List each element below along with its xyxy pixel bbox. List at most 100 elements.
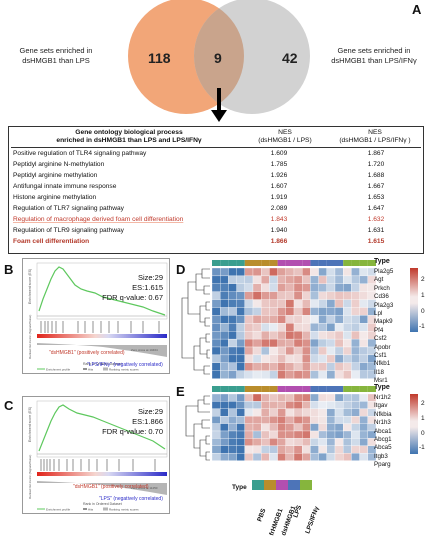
heatmap-cell (252, 315, 262, 324)
heatmap-cell (252, 453, 262, 461)
heatmap-cell (211, 370, 221, 379)
heatmap-cell (302, 416, 311, 424)
gsea-c-zero-cross: Zero cross at 11250 (131, 486, 158, 490)
heatmap-cell (269, 267, 278, 277)
heatmap-cell (310, 307, 319, 316)
type-legend-swatch (288, 480, 300, 490)
heatmap-cell (211, 331, 221, 340)
heatmap-cell (318, 299, 327, 308)
heatmap-cell (343, 370, 352, 379)
heatmap-cell (261, 408, 270, 417)
heatmap-cell (252, 323, 262, 332)
heatmap-cell (334, 430, 344, 439)
heatmap-cell (343, 291, 352, 300)
heatmap-cell (351, 299, 360, 308)
heatmap-d-gene: Cd36 (374, 293, 389, 301)
heatmap-cell (343, 299, 352, 308)
table-cell-nes-lps: 1.609 (270, 150, 288, 157)
heatmap-cell (318, 267, 327, 277)
gsea-c-x-label: Rank in Ordered Dataset (83, 502, 122, 506)
heatmap-e-tick: 0 (421, 430, 425, 437)
type-legend: PBS frHMGB1 dsHMGB1 LPS LPS/IFNγ (252, 480, 321, 537)
heatmap-cell (252, 331, 262, 340)
type-bar-cell (228, 260, 237, 266)
heatmap-cell (261, 283, 270, 292)
table-cell-nes-lps-ifn: 1.647 (367, 205, 385, 212)
table-header-term-line2: enriched in dsHMGB1 than LPS and LPS/IFN… (56, 137, 202, 144)
heatmap-cell (318, 445, 327, 454)
heatmap-e-gene: Abcg1 (374, 436, 392, 444)
heatmap-cell (228, 338, 237, 348)
type-legend-swatch (264, 480, 276, 490)
panel-label-d: D (176, 262, 186, 277)
type-legend-label: PBS (256, 507, 267, 523)
heatmap-cell (228, 430, 237, 439)
heatmap-cell (228, 315, 237, 324)
heatmap-cell (334, 338, 344, 348)
table-cell-nes-lps: 1.843 (270, 216, 288, 223)
heatmap-cell (269, 338, 278, 348)
heatmap-cell (343, 275, 352, 284)
heatmap-cell (269, 323, 278, 332)
heatmap-cell (326, 291, 336, 300)
heatmap-e-colorbar (410, 394, 418, 454)
table-cell-term: Antifungal innate immune response (13, 183, 117, 190)
heatmap-cell (269, 315, 278, 324)
heatmap-cell (310, 354, 319, 363)
heatmap-cell (277, 423, 286, 432)
heatmap-cell (293, 393, 303, 402)
table-cell-term: Peptidyl arginine N-methylation (13, 161, 105, 168)
heatmap-cell (244, 283, 254, 292)
heatmap-e-gene: Nfkbia (374, 410, 392, 418)
heatmap-cell (302, 299, 311, 308)
type-bar-cell (343, 260, 352, 266)
heatmap-cell (359, 401, 368, 409)
table-cell-nes-lps: 2.089 (270, 205, 288, 212)
heatmap-cell (244, 338, 254, 348)
heatmap-cell (334, 393, 344, 402)
heatmap-cell (351, 323, 360, 332)
heatmap-cell (310, 291, 319, 300)
heatmap-cell (326, 408, 336, 417)
heatmap-cell (236, 275, 245, 284)
heatmap-cell (318, 423, 327, 432)
heatmap-cell (277, 307, 286, 316)
heatmap-cell (285, 445, 295, 454)
heatmap-cell (211, 416, 221, 424)
gsea-b-enrichment-curve (38, 266, 166, 316)
type-legend-swatch (276, 480, 288, 490)
heatmap-cell (228, 346, 237, 356)
heatmap-d-tick: 2 (421, 276, 425, 283)
heatmap-cell (343, 346, 352, 356)
heatmap-cell (236, 267, 245, 277)
type-bar-cell (318, 386, 327, 392)
venn-left-label: Gene sets enriched in dsHMGB1 than LPS (6, 46, 106, 65)
heatmap-cell (310, 362, 319, 371)
heatmap-d-tick: 0 (421, 308, 425, 315)
table-cell-nes-lps-ifn: 1.631 (367, 227, 385, 234)
heatmap-cell (359, 323, 368, 332)
heatmap-e-tick: -1 (419, 444, 425, 451)
heatmap-e-gene: Abca5 (374, 444, 392, 452)
heatmap-cell (318, 430, 327, 439)
heatmap-cell (261, 362, 270, 371)
heatmap-cell (359, 423, 368, 432)
heatmap-d-tick: -1 (419, 323, 425, 330)
heatmap-cell (326, 430, 336, 439)
heatmap-e-gene: Itgb3 (374, 452, 388, 460)
table-cell-term: Regulation of TLR7 signaling pathway (13, 205, 124, 212)
gsea-b-rank-metric (37, 339, 167, 357)
heatmap-cell (277, 315, 286, 324)
heatmap-cell (220, 299, 229, 308)
heatmap-cell (343, 453, 352, 461)
heatmap-cell (228, 291, 237, 300)
heatmap-cell (236, 423, 245, 432)
heatmap-cell (351, 430, 360, 439)
heatmap-cell (261, 315, 270, 324)
heatmap-cell (285, 354, 295, 363)
heatmap-cell (220, 408, 229, 417)
heatmap-cell (228, 323, 237, 332)
heatmap-cell (310, 438, 319, 446)
type-legend-label: LPS/IFNγ (304, 505, 320, 535)
heatmap-cell (236, 362, 245, 371)
